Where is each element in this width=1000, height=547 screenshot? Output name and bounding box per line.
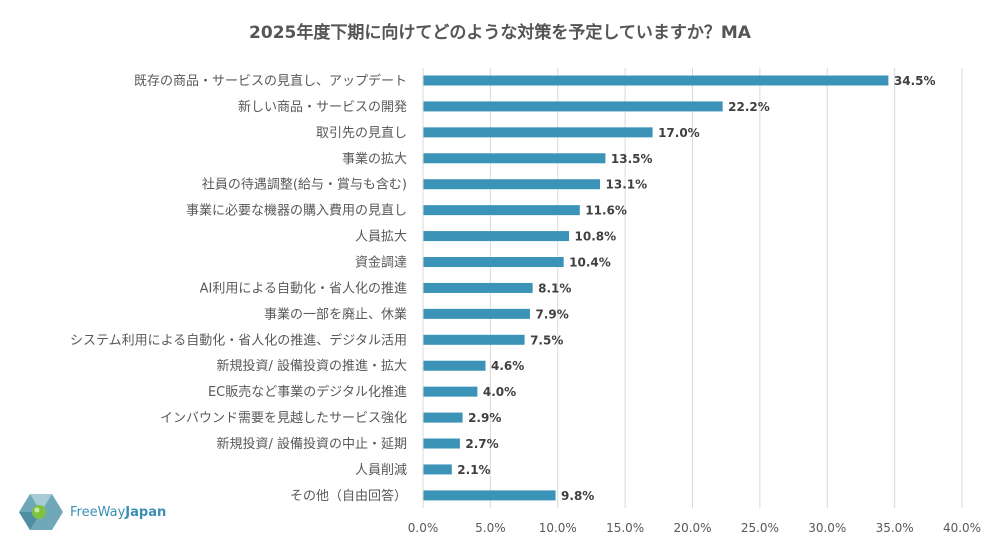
x-tick-label: 5.0%: [475, 521, 506, 535]
x-tick-label: 20.0%: [673, 521, 711, 535]
data-label: 9.8%: [561, 489, 594, 503]
category-label: 社員の待遇調整(給与・賞与も含む): [202, 177, 407, 193]
grid-layer: [422, 68, 963, 508]
bar: [423, 334, 525, 345]
data-label: 13.5%: [611, 152, 653, 166]
logo-text: FreeWayJapan: [70, 505, 166, 520]
logo-text-part2: Japan: [125, 504, 167, 520]
data-label: 2.7%: [465, 437, 498, 451]
category-label: システム利用による自動化・省人化の推進、デジタル活用: [70, 332, 407, 348]
freewayjapan-logo: FreeWayJapan: [18, 492, 166, 532]
data-label: 13.1%: [606, 178, 648, 192]
logo-text-part1: FreeWay: [70, 504, 126, 520]
category-label: 事業に必要な機器の購入費用の見直し: [186, 203, 407, 219]
category-label: インバウンド需要を見越したサービス強化: [160, 411, 407, 426]
data-label: 7.9%: [535, 307, 568, 321]
bar: [423, 179, 601, 190]
x-tick-label: 35.0%: [876, 521, 914, 535]
data-label: 2.1%: [457, 463, 490, 477]
category-label: 事業の一部を廃止、休業: [264, 306, 407, 322]
category-label: 資金調達: [355, 255, 407, 271]
x-tick-label: 30.0%: [808, 521, 846, 535]
data-label: 22.2%: [728, 100, 770, 114]
data-label: 4.6%: [491, 359, 524, 373]
bar: [423, 282, 533, 293]
category-label: EC販売など事業のデジタル化推進: [208, 384, 407, 400]
bar: [423, 386, 478, 397]
data-label: 11.6%: [585, 204, 627, 218]
data-label: 10.8%: [575, 230, 617, 244]
category-label: 新規投資/ 設備投資の推進・拡大: [216, 358, 407, 374]
bar: [423, 257, 564, 268]
x-tick-label: 25.0%: [741, 521, 779, 535]
data-label: 8.1%: [538, 281, 571, 295]
category-label: 取引先の見直し: [316, 126, 407, 141]
category-label: 人員削減: [355, 462, 407, 478]
bar: [423, 464, 452, 475]
chart-title: 2025年度下期に向けてどのような対策を予定していますか？MA: [249, 22, 752, 43]
category-label: 人員拡大: [355, 230, 407, 245]
category-label: 新規投資/ 設備投資の中止・延期: [216, 436, 407, 452]
bar: [423, 412, 463, 423]
bar: [423, 127, 653, 138]
data-label: 4.0%: [483, 385, 516, 399]
bar: [423, 231, 570, 242]
category-label: その他（自由回答）: [290, 488, 407, 504]
category-label: 既存の商品・サービスの見直し、アップデート: [134, 73, 407, 89]
bars-layer: [423, 75, 889, 501]
data-label: 34.5%: [894, 74, 936, 88]
bar: [423, 75, 889, 86]
category-label: AI利用による自動化・省人化の推進: [200, 281, 407, 296]
data-label: 17.0%: [658, 126, 700, 140]
data-label: 2.9%: [468, 411, 501, 425]
bar: [423, 205, 580, 216]
bar: [423, 308, 530, 319]
x-tick-label: 0.0%: [408, 521, 439, 535]
x-tick-label: 40.0%: [943, 521, 981, 535]
bar: [423, 153, 606, 164]
bar: [423, 438, 460, 449]
category-label: 事業の拡大: [342, 151, 407, 167]
category-label: 新しい商品・サービスの開発: [238, 99, 407, 115]
bar: [423, 101, 723, 112]
x-tick-label: 15.0%: [606, 521, 644, 535]
x-tick-label: 10.0%: [539, 521, 577, 535]
bar: [423, 360, 486, 371]
labels-layer: 既存の商品・サービスの見直し、アップデート 34.5% 新しい商品・サービスの開発 2…: [70, 73, 935, 504]
logo-mark-icon: [19, 494, 63, 530]
data-label: 10.4%: [569, 256, 611, 270]
bar: [423, 490, 556, 501]
ticks-layer: 0.0% 5.0% 10.0% 15.0% 20.0% 25.0% 30.0% 35.0% 40…: [408, 521, 981, 535]
data-label: 7.5%: [530, 333, 563, 347]
